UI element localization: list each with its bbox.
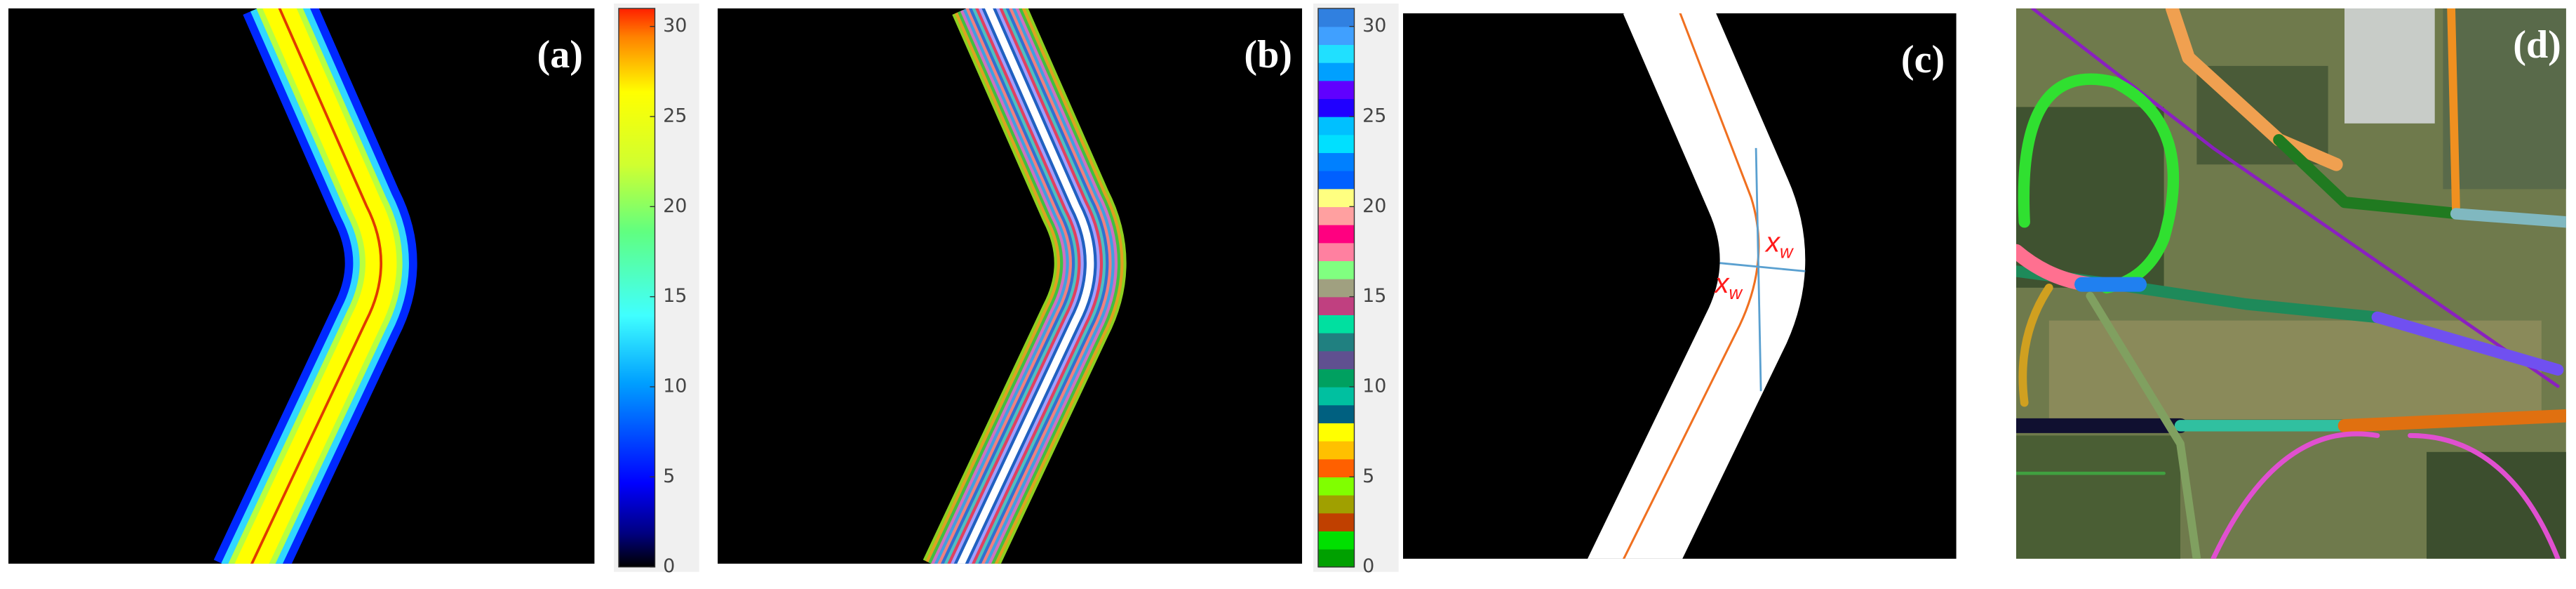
colorbar-swatch (1318, 206, 1355, 225)
road (2447, 8, 2460, 218)
colorbar-swatch (1318, 62, 1355, 81)
trees (2427, 451, 2566, 559)
building (2344, 8, 2435, 124)
aerial-image (2016, 8, 2566, 559)
panel-label: (a) (537, 33, 583, 77)
road (2408, 432, 2561, 559)
colorbar-swatch (1318, 315, 1355, 333)
colorbar-swatch (1318, 98, 1355, 117)
cross-line (1719, 262, 1806, 272)
annotation-base: x (1714, 268, 1731, 299)
road (2086, 291, 2201, 559)
colorbar-swatch (1318, 531, 1355, 550)
lot (2443, 8, 2566, 190)
road (2031, 8, 2560, 388)
roads (2016, 8, 2566, 559)
annotation: xw (1714, 268, 1743, 303)
colorbar-swatch (1318, 423, 1355, 442)
colorbar-swatch (1318, 369, 1355, 388)
panel-d: (d) (2016, 8, 2566, 559)
colorbar-swatch (1318, 188, 1355, 208)
colorbar-tick-label: 25 (663, 105, 687, 126)
road (2018, 73, 2180, 293)
colorbar-swatch (1318, 350, 1355, 369)
colorbar-swatch (1318, 477, 1355, 496)
colorbar-swatch (1318, 278, 1355, 298)
colorbar-swatch (1318, 80, 1355, 100)
colorbar-tick-label: 15 (663, 285, 687, 307)
cross-line (1755, 147, 1762, 392)
band (923, 8, 1127, 564)
colorbar-swatch (1318, 8, 1355, 27)
panel-label: (d) (2513, 23, 2561, 67)
trees (2016, 435, 2180, 559)
colorbar-swatch (1318, 458, 1355, 477)
annotation-base: x (1764, 227, 1781, 258)
road (2273, 134, 2465, 220)
field (2048, 320, 2542, 419)
colorbar-swatch (1318, 494, 1355, 514)
panel-label: (c) (1901, 38, 1945, 81)
colorbar-tick-label: 0 (1362, 555, 1374, 577)
panel-label: (b) (1244, 33, 1292, 77)
annotation-sub: w (1780, 243, 1794, 263)
colorbar-a: 0 5 10 15 20 25 30 (613, 3, 699, 577)
road (2371, 311, 2564, 376)
colorbar-tick-label: 5 (663, 465, 675, 487)
band (1588, 13, 1806, 559)
colorbar-tick-label: 25 (1362, 105, 1386, 126)
colorbar-swatch (1318, 260, 1355, 279)
colorbar-swatch (1318, 152, 1355, 171)
colorbar-swatch (1318, 386, 1355, 406)
road-band (1588, 13, 1806, 559)
panel-c: xw xw (c) (1403, 13, 1957, 559)
road (2018, 283, 2053, 407)
colorbar-swatch (1318, 332, 1355, 352)
colorbar-border (1317, 8, 1355, 568)
colorbar-swatch (1318, 512, 1355, 531)
band (213, 8, 417, 564)
road (2450, 208, 2566, 228)
annotation-sub: w (1729, 284, 1743, 303)
road (2165, 8, 2343, 171)
road (2337, 409, 2566, 432)
colorbar-tick-label: 5 (1362, 465, 1374, 487)
colorbar-tick-label: 10 (663, 375, 687, 397)
colorbar-swatch (1318, 26, 1355, 46)
band-stripe (957, 8, 1094, 564)
colorbar-tick-label: 20 (663, 195, 687, 217)
trees (2016, 107, 2164, 288)
colorbar-tick-label: 15 (1362, 285, 1386, 307)
colorbar-swatch (1318, 44, 1355, 63)
center-line (250, 8, 383, 564)
colorbar-tick-label: 20 (1362, 195, 1386, 217)
colorbar-border (618, 8, 656, 568)
annotation: xw (1764, 227, 1794, 262)
colorbar-swatch (1318, 224, 1355, 244)
colorbar-scale (619, 8, 655, 567)
colorbar-swatch (1318, 116, 1355, 135)
colorbar-tick-label: 0 (663, 555, 675, 577)
colorbar-swatch (1318, 134, 1355, 154)
colorbar-tick-label: 10 (1362, 375, 1386, 397)
colorbar-swatch (1318, 548, 1355, 568)
colorbar-b: 0 5 10 15 20 25 30 (1313, 3, 1399, 577)
colorbar-swatch (1318, 296, 1355, 315)
colorbar-swatch (1318, 242, 1355, 262)
panel-b: (b) (718, 8, 1303, 564)
colorbar-swatch (1318, 404, 1355, 423)
colorbar-tick-label: 30 (1362, 15, 1386, 37)
colorbar-swatch (1318, 440, 1355, 460)
colorbar-swatch (1318, 170, 1355, 190)
road (2211, 431, 2380, 559)
colorbar-tick-label: 30 (663, 15, 687, 37)
panel-a: (a) (8, 8, 595, 564)
